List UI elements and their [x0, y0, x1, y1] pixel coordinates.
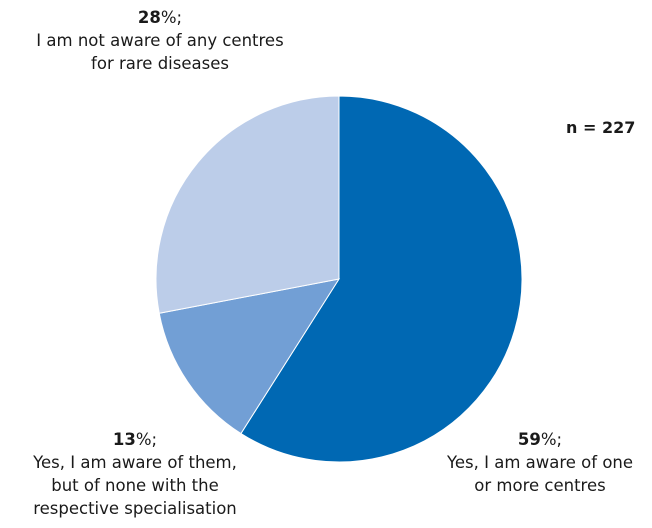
slice-aware-one-or-more	[240, 95, 523, 463]
sample-size-label: n = 227	[566, 118, 636, 137]
slice-text-line: for rare diseases	[91, 54, 229, 73]
slice-text-line: I am not aware of any centres	[36, 31, 284, 50]
slice-percent-not-aware: 28	[137, 8, 161, 27]
slice-text-line: Yes, I am aware of them,	[33, 453, 237, 472]
slice-label-aware-one-or-more: 59%; Yes, I am aware of one or more cent…	[425, 428, 652, 497]
slice-percent-unit: %;	[540, 430, 563, 449]
slice-percent-unit: %;	[160, 8, 183, 27]
slice-not-aware	[155, 95, 340, 314]
slice-aware-none-specialised	[158, 278, 341, 435]
slice-text-line: or more centres	[474, 476, 606, 495]
slice-label-aware-none-specialised: 13%; Yes, I am aware of them, but of non…	[0, 428, 270, 520]
slice-label-not-aware: 28%; I am not aware of any centres for r…	[10, 6, 310, 75]
slice-percent-aware-one-or-more: 59	[517, 430, 541, 449]
slice-text-line: respective specialisation	[33, 499, 237, 518]
slice-text-line: Yes, I am aware of one	[446, 453, 634, 472]
slice-percent-unit: %;	[135, 430, 158, 449]
slice-percent-aware-none-specialised: 13	[112, 430, 136, 449]
slice-text-line: but of none with the	[51, 476, 219, 495]
